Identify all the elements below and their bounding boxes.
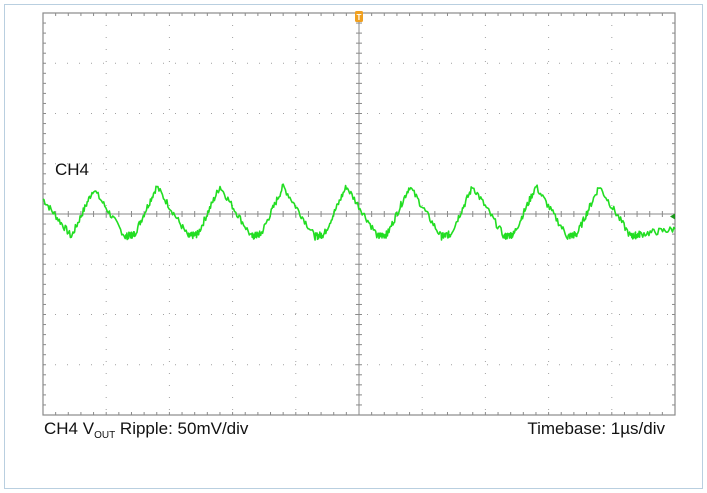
timebase-caption: Timebase: 1µs/div	[527, 419, 665, 438]
caption-suffix: Ripple: 50mV/div	[115, 419, 249, 438]
caption-prefix: CH4 V	[44, 419, 95, 438]
scope-plot: T	[42, 11, 676, 416]
grid	[42, 12, 676, 416]
vertical-scale-caption: CH4 VOUT Ripple: 50mV/div	[44, 419, 248, 441]
oscilloscope-screen: T	[41, 11, 677, 417]
trigger-marker-label: T	[357, 13, 362, 22]
channel-label: CH4	[55, 160, 90, 179]
channel-level-marker	[670, 213, 675, 220]
trace-layer	[42, 183, 676, 241]
trigger-marker	[355, 11, 363, 22]
caption-subscript: OUT	[94, 430, 116, 441]
figure-frame: T CH4 CH4 VOUT Ripple: 50mV/div Timebase…	[4, 4, 703, 489]
ch4-trace	[42, 183, 676, 241]
marker-layer: T	[355, 11, 363, 22]
